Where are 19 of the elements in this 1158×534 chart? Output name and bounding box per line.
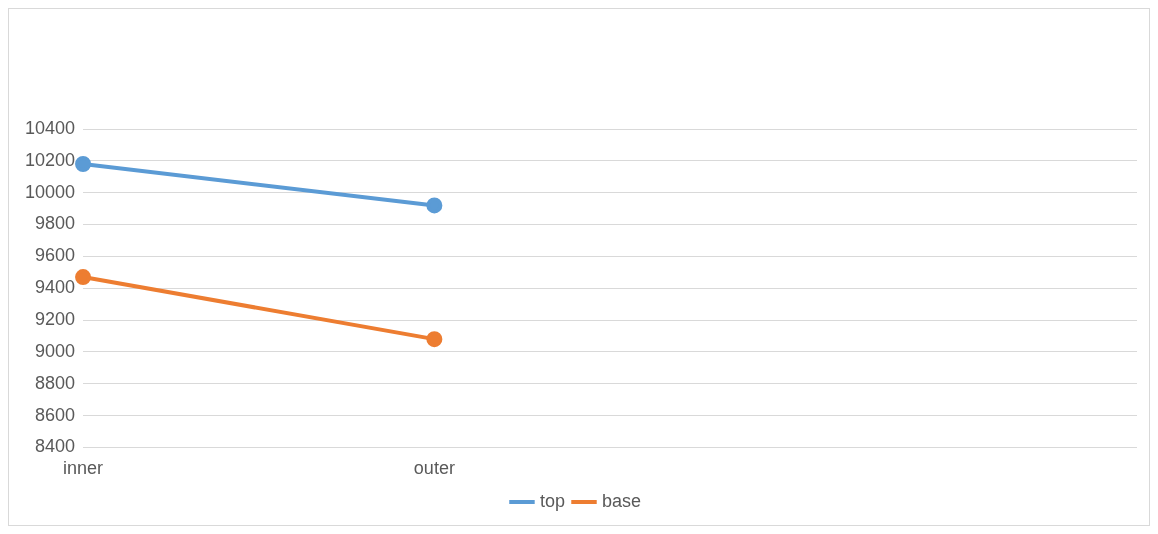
y-tick-label: 8600 [35,404,76,425]
point [426,331,443,348]
y-tick-label: 10000 [24,181,76,202]
point [75,156,92,173]
y-tick-label: 9600 [35,245,76,266]
y-tick-label: 9200 [35,309,76,330]
legend-label: base [602,490,642,511]
y-tick-label: 8800 [35,372,76,393]
y-tick-label: 9000 [35,340,76,361]
y-tick-label: 10400 [24,117,76,138]
point [426,197,443,214]
y-tick-label: 8400 [35,436,76,457]
x-tick-label: outer [413,458,455,479]
y-tick-label: 9400 [35,277,76,298]
legend-label: top [539,490,565,511]
x-tick-label: inner [63,458,104,479]
y-tick-label: 9800 [35,213,76,234]
y-tick-label: 10200 [24,149,76,170]
point [75,269,92,286]
